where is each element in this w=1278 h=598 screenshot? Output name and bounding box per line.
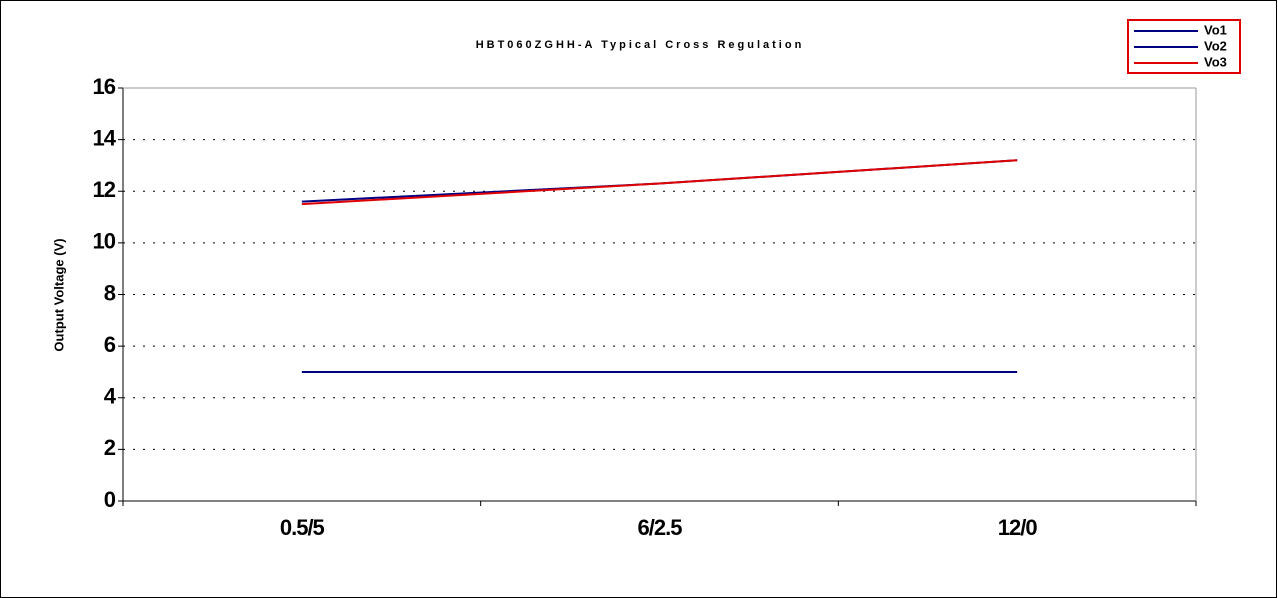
y-tick-label: 14 [93, 125, 117, 150]
series-line [301, 159, 1018, 206]
legend-label: Vo2 [1204, 38, 1227, 53]
y-tick-label: 10 [93, 229, 116, 254]
chart-title: HBT060ZGHH-A Typical Cross Regulation [476, 39, 805, 51]
x-tick-label: 12/0 [998, 515, 1038, 540]
y-tick-label: 4 [104, 384, 117, 409]
x-tick-label: 0.5/5 [280, 515, 325, 540]
y-tick-label: 0 [104, 487, 116, 512]
legend-label: Vo1 [1204, 22, 1227, 37]
y-axis-label: Output Voltage (V) [51, 238, 66, 351]
y-tick-label: 2 [104, 435, 116, 460]
y-tick-label: 16 [93, 74, 116, 99]
y-tick-label: 6 [104, 332, 116, 357]
legend-label: Vo3 [1204, 54, 1227, 69]
y-tick-label: 8 [104, 280, 116, 305]
x-tick-label: 6/2.5 [638, 515, 683, 540]
y-tick-label: 12 [93, 177, 116, 202]
